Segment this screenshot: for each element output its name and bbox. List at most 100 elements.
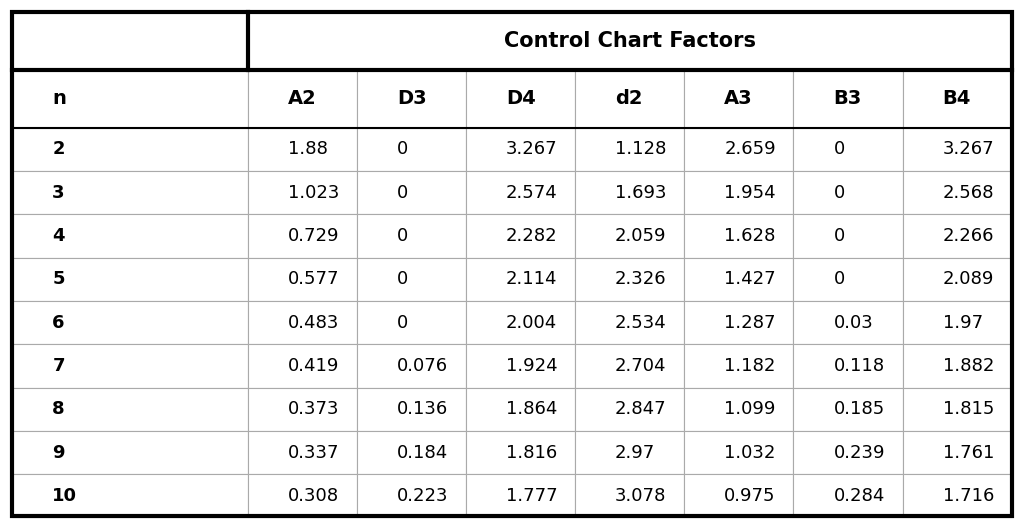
- Text: 1.954: 1.954: [724, 184, 776, 202]
- Bar: [575, 301, 684, 344]
- Bar: [356, 474, 466, 517]
- Text: n: n: [52, 89, 67, 108]
- Bar: [794, 70, 902, 128]
- Text: 2.059: 2.059: [615, 227, 667, 245]
- Text: 1.287: 1.287: [724, 314, 776, 332]
- Bar: [684, 171, 794, 214]
- Text: 1.716: 1.716: [942, 487, 994, 505]
- Text: Control Chart Factors: Control Chart Factors: [504, 31, 756, 51]
- Text: 1.97: 1.97: [942, 314, 983, 332]
- Text: 0.729: 0.729: [288, 227, 339, 245]
- Text: D4: D4: [506, 89, 536, 108]
- Bar: [902, 214, 1012, 258]
- Bar: [466, 128, 575, 171]
- Bar: [684, 474, 794, 517]
- Bar: [684, 301, 794, 344]
- Bar: [356, 431, 466, 474]
- Text: 8: 8: [52, 400, 65, 418]
- Text: 3.267: 3.267: [506, 140, 557, 158]
- Bar: [248, 70, 356, 128]
- Text: 4: 4: [52, 227, 65, 245]
- Text: 2.534: 2.534: [615, 314, 667, 332]
- Bar: [794, 214, 902, 258]
- Bar: [575, 128, 684, 171]
- Text: 0.483: 0.483: [288, 314, 339, 332]
- Text: 0: 0: [396, 270, 408, 288]
- Bar: [684, 388, 794, 431]
- Text: 9: 9: [52, 444, 65, 461]
- Bar: [902, 301, 1012, 344]
- Text: 0.076: 0.076: [396, 357, 447, 375]
- Bar: [794, 258, 902, 301]
- Bar: [248, 388, 356, 431]
- Bar: [684, 70, 794, 128]
- Bar: [248, 431, 356, 474]
- Bar: [466, 258, 575, 301]
- Text: 2.574: 2.574: [506, 184, 558, 202]
- Bar: [794, 431, 902, 474]
- Bar: [356, 214, 466, 258]
- Bar: [12, 344, 248, 388]
- Text: 1.023: 1.023: [288, 184, 339, 202]
- Text: 0: 0: [396, 140, 408, 158]
- Bar: [794, 301, 902, 344]
- Text: 2.114: 2.114: [506, 270, 557, 288]
- Text: 2: 2: [52, 140, 65, 158]
- Bar: [684, 258, 794, 301]
- Text: 0: 0: [834, 140, 845, 158]
- Bar: [794, 344, 902, 388]
- Text: 0.185: 0.185: [834, 400, 885, 418]
- Text: 2.847: 2.847: [615, 400, 667, 418]
- Bar: [466, 388, 575, 431]
- Text: A3: A3: [724, 89, 753, 108]
- Text: 0.239: 0.239: [834, 444, 885, 461]
- Text: 1.816: 1.816: [506, 444, 557, 461]
- Text: 0.337: 0.337: [288, 444, 339, 461]
- Text: 0.975: 0.975: [724, 487, 776, 505]
- Text: 0: 0: [834, 270, 845, 288]
- Bar: [12, 12, 248, 70]
- Text: 10: 10: [52, 487, 77, 505]
- Text: B3: B3: [834, 89, 861, 108]
- Bar: [12, 474, 248, 517]
- Text: 7: 7: [52, 357, 65, 375]
- Bar: [794, 474, 902, 517]
- Bar: [902, 128, 1012, 171]
- Bar: [248, 12, 1012, 70]
- Bar: [356, 388, 466, 431]
- Bar: [356, 128, 466, 171]
- Text: 0.284: 0.284: [834, 487, 885, 505]
- Bar: [575, 474, 684, 517]
- Bar: [794, 128, 902, 171]
- Bar: [575, 70, 684, 128]
- Text: 0.373: 0.373: [288, 400, 339, 418]
- Bar: [12, 431, 248, 474]
- Bar: [902, 258, 1012, 301]
- Bar: [12, 258, 248, 301]
- Bar: [575, 344, 684, 388]
- Text: 0: 0: [396, 184, 408, 202]
- Text: A2: A2: [288, 89, 316, 108]
- Text: 2.004: 2.004: [506, 314, 557, 332]
- Text: 0: 0: [834, 227, 845, 245]
- Text: 1.88: 1.88: [288, 140, 328, 158]
- Bar: [466, 70, 575, 128]
- Text: 5: 5: [52, 270, 65, 288]
- Bar: [902, 171, 1012, 214]
- Text: 2.089: 2.089: [942, 270, 994, 288]
- Bar: [575, 258, 684, 301]
- Text: 0.136: 0.136: [396, 400, 449, 418]
- Text: 1.924: 1.924: [506, 357, 557, 375]
- Text: 2.704: 2.704: [615, 357, 667, 375]
- Bar: [902, 344, 1012, 388]
- Text: 2.568: 2.568: [942, 184, 994, 202]
- Text: 2.97: 2.97: [615, 444, 655, 461]
- Text: 0.223: 0.223: [396, 487, 449, 505]
- Bar: [575, 388, 684, 431]
- Bar: [248, 344, 356, 388]
- Bar: [12, 70, 248, 128]
- Text: 0.577: 0.577: [288, 270, 339, 288]
- Text: 0.03: 0.03: [834, 314, 873, 332]
- Bar: [466, 474, 575, 517]
- Bar: [902, 70, 1012, 128]
